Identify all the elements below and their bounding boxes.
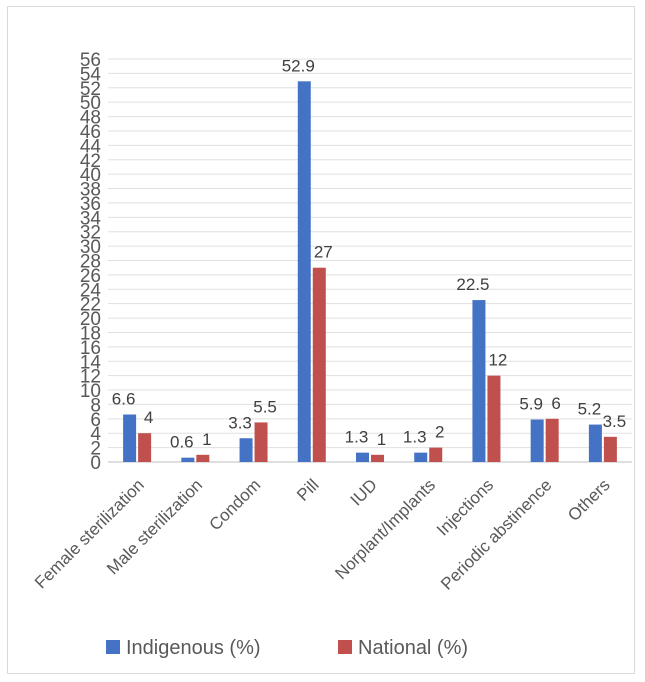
y-tick-label: 12	[80, 367, 101, 388]
category-label: IUD	[347, 475, 381, 509]
data-label: 1	[202, 430, 211, 449]
data-label: 1.3	[403, 428, 427, 447]
data-label: 52.9	[282, 56, 315, 75]
legend-label: Indigenous (%)	[126, 637, 261, 659]
y-tick-label: 32	[80, 223, 101, 244]
bar	[254, 422, 268, 462]
bar	[588, 424, 602, 462]
data-label: 6.6	[112, 390, 136, 409]
category-label: Female sterilization	[31, 475, 148, 592]
y-tick-label: 46	[80, 122, 101, 143]
bar	[123, 414, 137, 462]
bar	[545, 418, 559, 462]
bar	[356, 452, 369, 462]
y-tick-label: 36	[80, 194, 101, 215]
y-tick-label: 52	[80, 79, 101, 100]
data-label: 5.2	[578, 400, 602, 419]
data-label: 1.3	[345, 428, 369, 447]
bar	[371, 454, 384, 462]
bar	[429, 447, 443, 462]
data-labels: 6.6 4 0.6 1 3.35.5 52.9 27 1.3 1 1.3 2 22.5 12 5.9 6 5.…	[112, 56, 626, 451]
data-label: 2	[435, 423, 444, 442]
legend-swatch	[338, 640, 352, 654]
bar	[181, 457, 195, 462]
data-label: 4	[144, 408, 153, 427]
bar	[239, 438, 253, 462]
data-label: 22.5	[456, 275, 489, 294]
data-label: 3.3	[228, 413, 252, 432]
y-tick-label: 44	[80, 136, 102, 157]
data-label: 12	[488, 351, 507, 370]
y-tick-label: 8	[90, 395, 101, 416]
y-tick-label: 22	[80, 295, 101, 316]
y-tick-label: 2	[90, 439, 101, 460]
bar	[196, 454, 210, 462]
legend-label: National (%)	[358, 637, 468, 659]
y-tick-label: 4	[90, 424, 101, 445]
category-label: Pill	[293, 475, 322, 504]
y-tick-label: 56	[80, 50, 101, 71]
bar	[138, 433, 152, 462]
chart-frame	[7, 6, 635, 674]
bar	[312, 267, 326, 462]
bar	[530, 419, 544, 462]
y-tick-label: 10	[80, 381, 101, 402]
y-tick-label: 48	[80, 108, 101, 129]
y-tick-label: 34	[80, 208, 102, 229]
y-axis-ticks: 0246810121416182022242628303234363840424…	[80, 50, 102, 474]
y-tick-label: 42	[80, 151, 101, 172]
data-label: 1	[377, 430, 386, 449]
bar	[603, 436, 617, 462]
y-tick-label: 30	[80, 237, 101, 258]
y-tick-label: 6	[90, 410, 101, 431]
y-tick-label: 24	[80, 280, 102, 301]
y-tick-label: 14	[80, 352, 102, 373]
data-label: 3.5	[603, 412, 627, 431]
y-tick-label: 26	[80, 266, 101, 287]
data-label: 5.9	[519, 395, 543, 414]
y-tick-label: 16	[80, 338, 101, 359]
y-tick-label: 50	[80, 93, 101, 114]
y-tick-label: 54	[80, 64, 102, 85]
category-label: Norplant/Implants	[331, 475, 439, 583]
category-label: Others	[564, 475, 614, 525]
bar	[297, 81, 311, 462]
y-tick-label: 40	[80, 165, 101, 186]
data-label: 0.6	[170, 433, 194, 452]
y-tick-label: 38	[80, 180, 101, 201]
data-label: 27	[314, 243, 333, 262]
y-tick-label: 20	[80, 309, 101, 330]
bar	[487, 375, 501, 462]
bar	[472, 300, 486, 462]
y-tick-label: 18	[80, 323, 101, 344]
data-label: 5.5	[253, 397, 277, 416]
gridlines	[108, 58, 632, 463]
bars	[123, 81, 617, 462]
legend-swatch	[106, 640, 120, 654]
data-label: 6	[551, 394, 560, 413]
y-tick-label: 28	[80, 252, 101, 273]
legend: Indigenous (%) National (%)	[106, 637, 468, 659]
y-tick-label: 0	[90, 453, 101, 474]
bar	[414, 452, 428, 462]
category-label: Periodic abstinence	[437, 475, 555, 593]
category-label: Condom	[206, 475, 265, 534]
